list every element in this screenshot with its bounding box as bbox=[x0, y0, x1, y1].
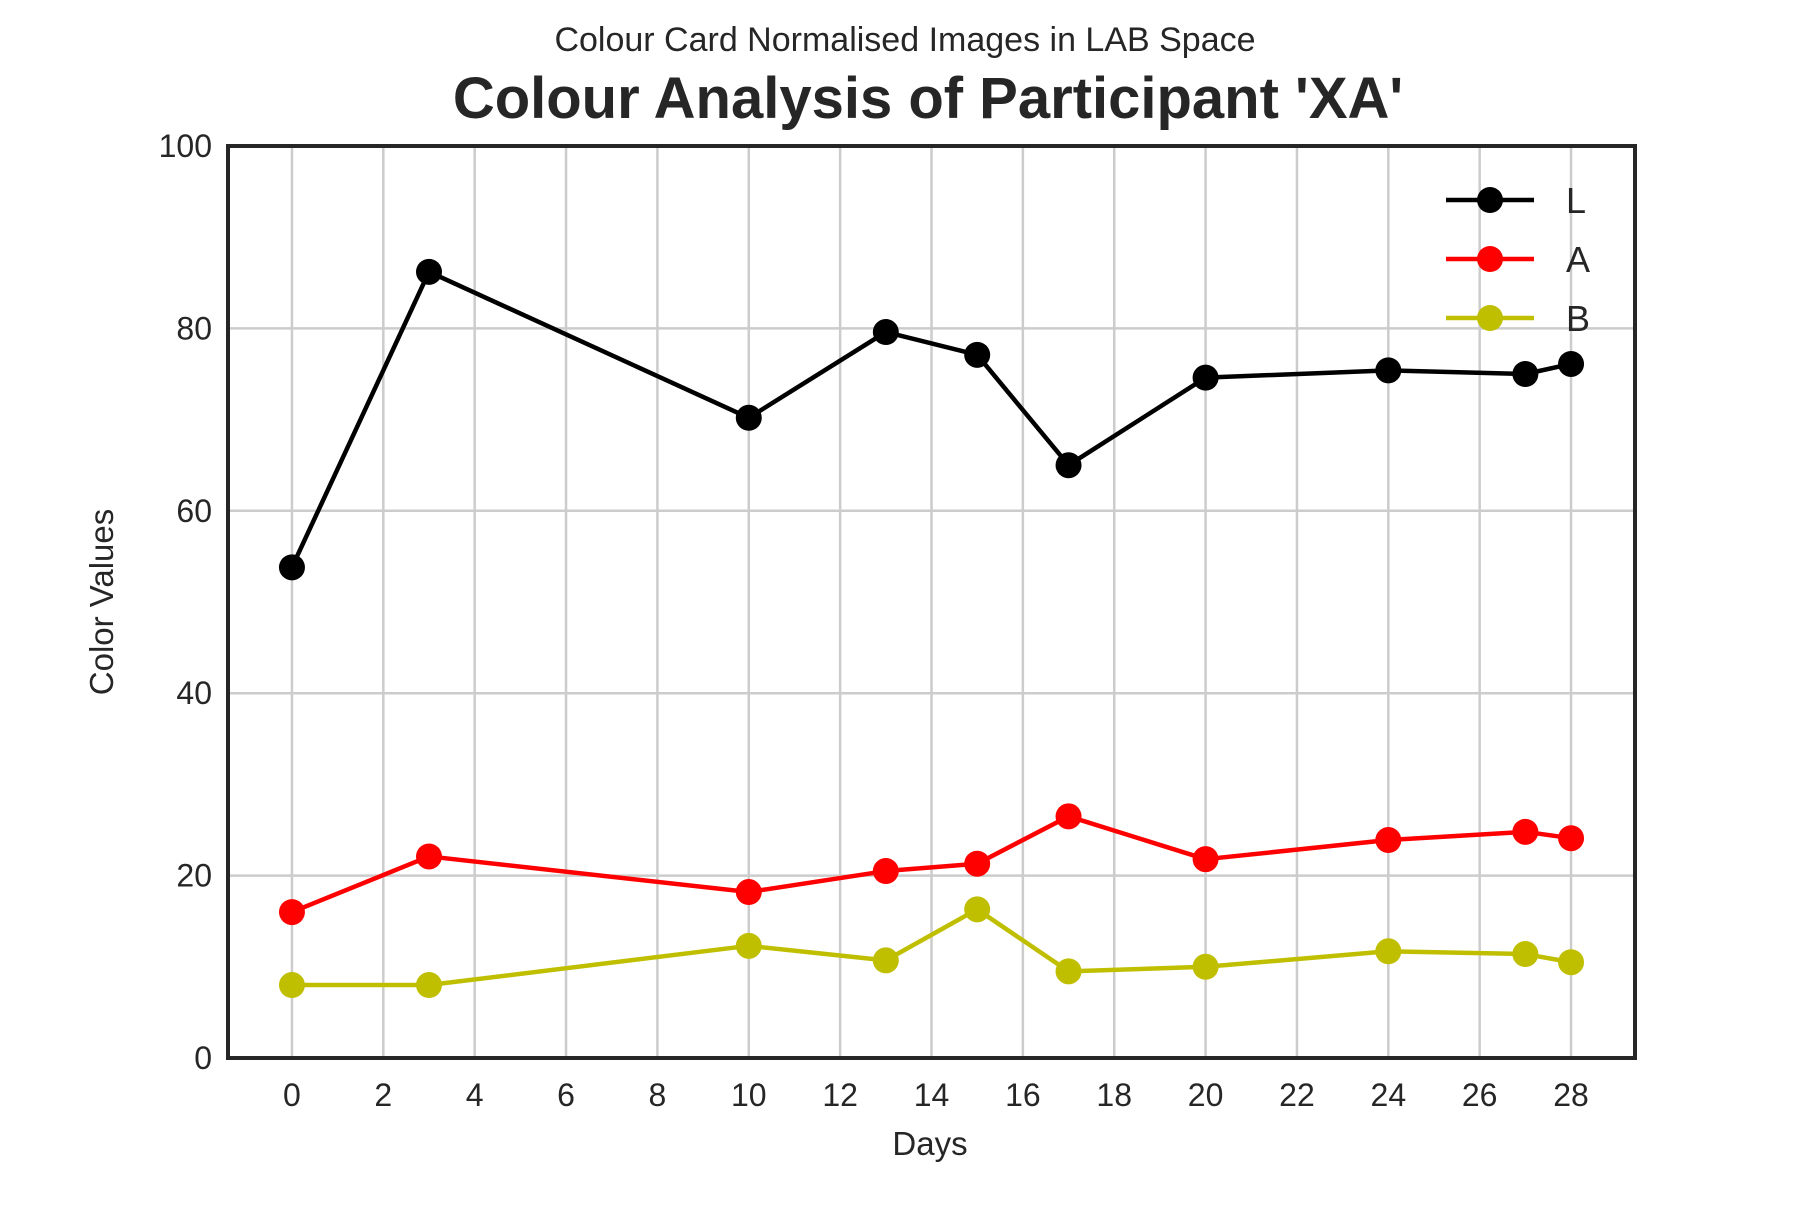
x-tick-label: 2 bbox=[374, 1077, 392, 1113]
chart-subtitle: Colour Card Normalised Images in LAB Spa… bbox=[554, 21, 1255, 59]
x-tick-label: 4 bbox=[466, 1077, 484, 1113]
series-l-point bbox=[1055, 452, 1082, 479]
series-a bbox=[278, 803, 1585, 926]
series-a-point bbox=[1512, 818, 1539, 845]
series-l-point bbox=[1512, 361, 1539, 387]
series-l-point bbox=[1558, 350, 1585, 377]
x-tick-label: 20 bbox=[1188, 1077, 1224, 1113]
legend-l-marker bbox=[1477, 187, 1503, 213]
series-l-point bbox=[1375, 357, 1402, 384]
series-b bbox=[278, 896, 1585, 999]
series-l-point bbox=[735, 404, 762, 431]
x-tick-label: 18 bbox=[1096, 1077, 1132, 1113]
x-tick-label: 14 bbox=[914, 1077, 950, 1113]
y-tick-label: 100 bbox=[159, 128, 212, 164]
series-b-point bbox=[735, 932, 762, 959]
series-a-line bbox=[291, 814, 1572, 915]
series-l-line bbox=[289, 269, 1572, 569]
x-tick-label: 26 bbox=[1462, 1077, 1498, 1113]
y-axis-label: Color Values bbox=[83, 509, 120, 695]
series-b-point bbox=[416, 972, 442, 999]
y-tick-label: 60 bbox=[176, 493, 212, 529]
series-a-point bbox=[1558, 825, 1585, 852]
series-l-point bbox=[278, 554, 305, 581]
y-tick-label: 0 bbox=[194, 1040, 212, 1076]
x-tick-label: 0 bbox=[283, 1077, 301, 1113]
x-tick-label: 28 bbox=[1553, 1077, 1589, 1113]
grid-lines bbox=[228, 144, 1635, 1060]
series-a-point bbox=[416, 843, 442, 870]
series-l-point bbox=[416, 258, 442, 285]
series-a-point bbox=[964, 850, 991, 877]
series-b-point bbox=[1192, 953, 1219, 980]
series-b-line bbox=[291, 907, 1572, 988]
series-a-point bbox=[1192, 846, 1219, 873]
series-l-point bbox=[1192, 364, 1219, 391]
plot-area-frame bbox=[226, 144, 1637, 1060]
x-tick-label: 6 bbox=[557, 1077, 575, 1113]
series-b-point bbox=[964, 896, 991, 923]
x-tick-label: 8 bbox=[649, 1077, 667, 1113]
x-tick-label: 22 bbox=[1279, 1077, 1315, 1113]
legend: LAB bbox=[1446, 180, 1590, 339]
series-l-point bbox=[964, 341, 991, 368]
legend-item-a: A bbox=[1446, 239, 1590, 280]
series-a-point bbox=[872, 858, 899, 885]
series-b-point bbox=[872, 947, 899, 974]
legend-item-l: L bbox=[1446, 180, 1586, 221]
series-a-point bbox=[735, 879, 762, 906]
y-tick-label: 20 bbox=[176, 858, 212, 894]
legend-a-marker bbox=[1477, 246, 1503, 272]
series-b-point bbox=[278, 972, 305, 999]
x-axis-label: Days bbox=[892, 1125, 967, 1162]
x-tick-label: 16 bbox=[1005, 1077, 1041, 1113]
series-a-point bbox=[1375, 827, 1402, 854]
series-b-point bbox=[1055, 958, 1082, 985]
legend-b-label: B bbox=[1566, 298, 1590, 339]
x-tick-label: 12 bbox=[822, 1077, 858, 1113]
series-b-point bbox=[1375, 938, 1402, 965]
series-l bbox=[278, 258, 1585, 581]
y-tick-label: 40 bbox=[176, 675, 212, 711]
legend-a-label: A bbox=[1566, 239, 1590, 280]
legend-item-b: B bbox=[1446, 298, 1590, 339]
legend-l-label: L bbox=[1566, 180, 1586, 221]
chart-title: Colour Analysis of Participant 'XA' bbox=[453, 66, 1403, 131]
series-a-point bbox=[1055, 803, 1082, 830]
y-tick-label: 80 bbox=[176, 310, 212, 346]
series-b-point bbox=[1512, 941, 1539, 968]
series-a-point bbox=[278, 899, 305, 926]
series-b-point bbox=[1558, 949, 1585, 976]
x-tick-label: 24 bbox=[1371, 1077, 1407, 1113]
data-series bbox=[278, 258, 1585, 999]
legend-b-marker bbox=[1477, 305, 1503, 331]
x-tick-label: 10 bbox=[731, 1077, 767, 1113]
series-l-point bbox=[872, 319, 899, 346]
